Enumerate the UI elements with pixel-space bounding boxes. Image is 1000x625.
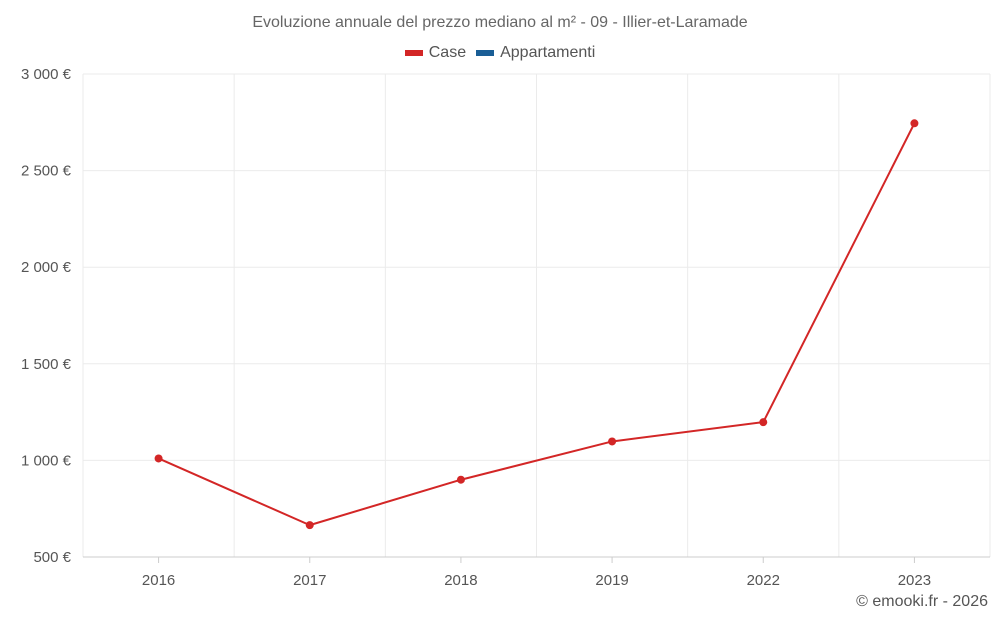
- chart-title: Evoluzione annuale del prezzo mediano al…: [252, 14, 748, 31]
- y-tick-label: 1 500 €: [21, 356, 72, 373]
- x-tick-label: 2018: [444, 572, 477, 589]
- y-tick-label: 2 500 €: [21, 163, 72, 180]
- series-line-case: [158, 122, 916, 527]
- data-point-case[interactable]: [154, 454, 163, 463]
- data-point-case[interactable]: [305, 521, 314, 530]
- x-tick-label: 2023: [898, 572, 931, 589]
- legend-item-case[interactable]: Case: [404, 44, 467, 62]
- y-tick-label: 3 000 €: [21, 66, 72, 83]
- x-tick-label: 2016: [142, 572, 175, 589]
- y-tick-label: 500 €: [33, 549, 71, 566]
- legend-item-appartamenti[interactable]: Appartamenti: [476, 44, 595, 62]
- y-tick-label: 1 000 €: [21, 452, 72, 469]
- x-tick-label: 2017: [293, 572, 326, 589]
- x-tick-label: 2022: [747, 572, 780, 589]
- chart-legend: Case Appartamenti: [0, 44, 1000, 62]
- x-tick-label: 2019: [595, 572, 628, 589]
- legend-label-case: Case: [428, 44, 467, 61]
- y-tick-label: 2 000 €: [21, 259, 72, 276]
- legend-label-appartamenti: Appartamenti: [500, 44, 596, 61]
- data-point-case[interactable]: [910, 119, 919, 128]
- data-point-case[interactable]: [456, 475, 465, 484]
- credit-text: © emooki.fr - 2026: [856, 593, 988, 610]
- data-point-case[interactable]: [759, 418, 768, 427]
- legend-swatch-case: [404, 50, 423, 56]
- legend-swatch-appartamenti: [476, 50, 495, 56]
- data-point-case[interactable]: [608, 437, 617, 446]
